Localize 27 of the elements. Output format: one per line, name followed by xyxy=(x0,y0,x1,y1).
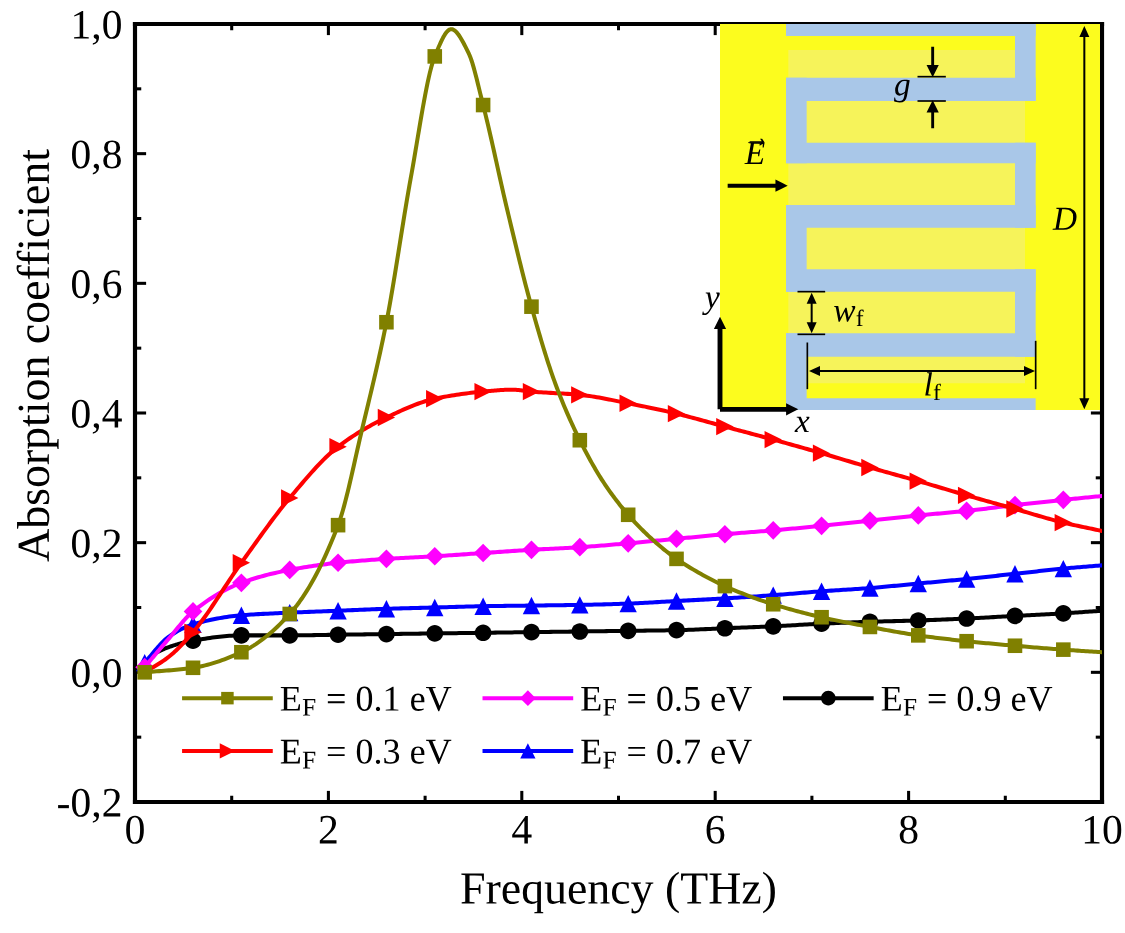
y-axis-title: Absorption coefficient xyxy=(16,149,59,562)
x-axis-title: Frequency (THz) xyxy=(461,871,775,914)
x-tick-label: 8 xyxy=(899,815,918,844)
y-tick-label: 1,0 xyxy=(74,10,121,45)
annotation: x xyxy=(794,416,810,433)
x-tick-label: 6 xyxy=(706,815,725,844)
annotation: y xyxy=(702,292,720,316)
x-tick-label: 0 xyxy=(126,815,144,844)
annotation: w$_{f}$ xyxy=(834,306,864,326)
x-tick-label: 4 xyxy=(512,815,532,844)
annotation: g xyxy=(894,79,910,103)
annotation: l$_{f}$ xyxy=(925,372,941,401)
legend-label: E$_{F}$ = 0.9 eV xyxy=(881,686,1053,716)
x-tick-label: 10 xyxy=(1084,815,1122,844)
legend-label: E$_{F}$ = 0.5 eV xyxy=(581,686,752,716)
legend-label: E$_{F}$ = 0.1 eV xyxy=(280,686,452,716)
y-tick-label: -0,2 xyxy=(58,788,121,823)
legend-label: E$_{F}$ = 0.7 eV xyxy=(581,739,752,769)
x-tick-label: 2 xyxy=(319,815,337,844)
annotation: D xyxy=(1052,207,1077,230)
legend-label: E$_{F}$ = 0.3 eV xyxy=(280,739,452,769)
annotation: E⃗ xyxy=(744,138,765,165)
y-tick-label: 0,6 xyxy=(72,270,122,305)
y-tick-label: 0,2 xyxy=(72,529,121,564)
y-tick-label: 0,8 xyxy=(72,140,121,175)
y-tick-label: 0,0 xyxy=(72,659,121,694)
y-tick-label: 0,4 xyxy=(72,399,122,434)
